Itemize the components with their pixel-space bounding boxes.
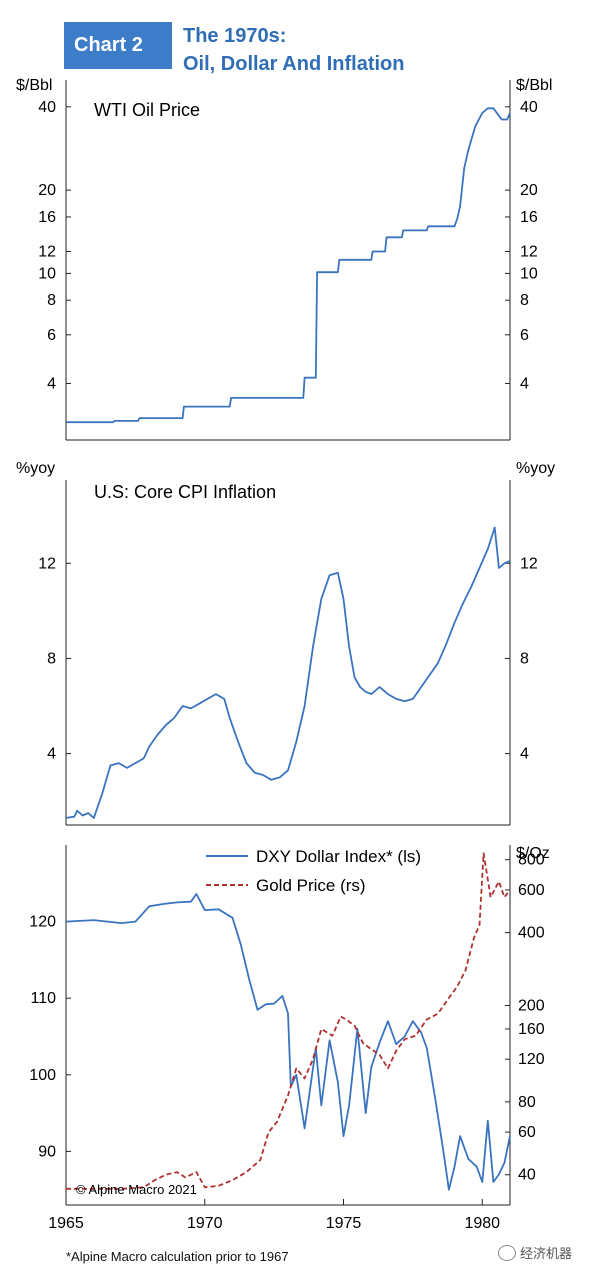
core-cpi-line <box>65 526 511 819</box>
chart-title-line-1: The 1970s: <box>183 25 287 47</box>
copyright-credit: © Alpine Macro 2021 <box>76 1182 197 1197</box>
right-unit-label: %yoy <box>516 460 555 477</box>
right-tick-label: 160 <box>518 1021 545 1038</box>
core-cpi-panel: %yoy %yoy U.S: Core CPI Inflation 4 4 8 8 12 12 <box>16 460 555 826</box>
x-tick-label: 1975 <box>326 1215 362 1232</box>
wechat-icon <box>498 1244 516 1261</box>
left-tick-label: 8 <box>47 292 56 309</box>
right-tick-label: 200 <box>518 997 545 1014</box>
left-tick-label: 12 <box>38 243 56 260</box>
legend-label: DXY Dollar Index* (ls) <box>256 847 421 866</box>
footnote: *Alpine Macro calculation prior to 1967 <box>66 1249 289 1264</box>
left-tick-label: 20 <box>38 182 56 199</box>
chart-number-badge: Chart 2 <box>64 22 172 69</box>
chart-title: The 1970s: Oil, Dollar And Inflation <box>183 22 404 78</box>
left-tick-label: 10 <box>38 265 56 282</box>
left-tick-label: 4 <box>47 746 56 763</box>
left-tick-label: 16 <box>38 209 56 226</box>
right-tick-label: 20 <box>520 182 538 199</box>
right-tick-label: 10 <box>520 265 538 282</box>
left-tick-label: 110 <box>30 990 56 1007</box>
panel-title: WTI Oil Price <box>94 100 200 120</box>
dollar-gold-panel: $/Oz 90 100 110 120 40 60 80 120 160 200 400 600 800 1… <box>29 845 550 1232</box>
right-tick-label: 12 <box>520 555 538 572</box>
left-tick-label: 120 <box>29 914 56 931</box>
right-tick-label: 6 <box>520 327 529 344</box>
right-tick-label: 16 <box>520 209 538 226</box>
right-tick-label: 40 <box>518 1167 536 1184</box>
right-tick-label: 12 <box>520 243 538 260</box>
x-tick-label: 1980 <box>464 1215 500 1232</box>
right-tick-label: 4 <box>520 376 529 393</box>
right-unit-label: $/Bbl <box>516 77 552 94</box>
right-tick-label: 800 <box>518 852 545 869</box>
watermark-text: 经济机器 <box>520 1246 573 1261</box>
right-tick-label: 40 <box>520 99 538 116</box>
left-unit-label: %yoy <box>16 460 55 477</box>
right-tick-label: 4 <box>520 746 529 763</box>
watermark: 经济机器 <box>498 1243 572 1262</box>
x-tick-label: 1965 <box>48 1215 84 1232</box>
chart-title-line-2: Oil, Dollar And Inflation <box>183 53 405 75</box>
left-tick-label: 40 <box>38 99 56 116</box>
right-tick-label: 80 <box>518 1094 536 1111</box>
left-tick-label: 90 <box>38 1143 56 1160</box>
right-tick-label: 400 <box>518 925 545 942</box>
right-tick-label: 120 <box>518 1051 545 1068</box>
left-tick-label: 4 <box>47 376 56 393</box>
right-tick-label: 60 <box>518 1124 536 1141</box>
right-tick-label: 8 <box>520 650 529 667</box>
dxy-line <box>65 893 511 1191</box>
right-tick-label: 600 <box>518 882 545 899</box>
left-tick-label: 12 <box>38 555 56 572</box>
left-tick-label: 100 <box>29 1067 56 1084</box>
right-unit-label: $/Oz <box>516 845 550 862</box>
panel-title: U.S: Core CPI Inflation <box>94 482 276 502</box>
left-tick-label: 6 <box>47 327 56 344</box>
chart-number-label: Chart 2 <box>74 34 143 56</box>
left-unit-label: $/Bbl <box>16 77 52 94</box>
left-tick-label: 8 <box>47 650 56 667</box>
x-tick-label: 1970 <box>187 1215 223 1232</box>
oil-price-line <box>66 107 511 424</box>
oil-price-panel: $/Bbl $/Bbl WTI Oil Price 4 4 6 6 8 8 10 10 12 12 16 1… <box>16 77 552 441</box>
legend-label: Gold Price (rs) <box>256 876 366 895</box>
right-tick-label: 8 <box>520 292 529 309</box>
